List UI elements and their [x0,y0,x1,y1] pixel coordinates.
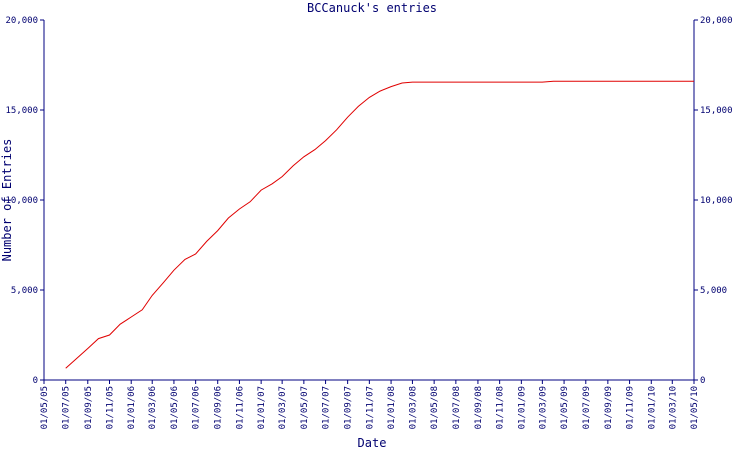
x-tick-label: 01/01/10 [647,386,657,429]
x-tick-label: 01/01/09 [517,386,527,429]
y-tick-label: 10,000 [5,196,38,206]
x-axis-label: Date [358,436,387,450]
x-tick-label: 01/03/10 [668,386,678,429]
x-tick-label: 01/05/08 [430,386,440,429]
x-tick-label: 01/09/08 [474,386,484,429]
x-tick-label: 01/05/05 [40,386,50,429]
x-tick-label: 01/09/07 [344,386,354,429]
y-tick-label: 15,000 [5,106,38,116]
y-axis-label: Number of Entries [0,139,14,262]
x-tick-label: 01/09/09 [604,386,614,429]
x-tick-label: 01/09/05 [84,386,94,429]
y2-tick-label: 10,000 [700,196,733,206]
x-tick-label: 01/11/08 [496,386,506,429]
line [65,80,694,369]
x-tick-label: 01/11/05 [105,386,115,429]
y-tick-label: 5,000 [11,286,38,296]
x-tick-label: 01/09/06 [214,386,224,429]
x-tick-label: 01/07/08 [452,386,462,429]
y2-tick-label: 5,000 [700,286,727,296]
x-tick-label: 01/01/06 [127,386,137,429]
y2-tick-label: 20,000 [700,16,733,26]
x-tick-label: 01/01/08 [387,386,397,429]
x-tick-label: 01/07/05 [62,386,72,429]
x-tick-label: 01/05/06 [170,386,180,429]
x-tick-label: 01/11/09 [626,386,636,429]
y-tick-label: 0 [33,376,38,386]
x-tick-label: 01/03/09 [538,386,548,429]
x-tick-label: 01/07/06 [192,386,202,429]
x-tick-label: 01/11/06 [235,386,245,429]
x-tick-label: 01/07/07 [322,386,332,429]
x-tick-label: 01/05/10 [690,386,700,429]
x-tick-label: 01/03/06 [148,386,158,429]
x-tick-label: 01/03/07 [278,386,288,429]
y2-tick-label: 0 [700,376,705,386]
x-tick-label: 01/07/09 [582,386,592,429]
x-tick-label: 01/11/07 [365,386,375,429]
x-tick-label: 01/01/07 [257,386,267,429]
x-tick-label: 01/05/07 [300,386,310,429]
x-tick-label: 01/05/09 [560,386,570,429]
y-tick-label: 20,000 [5,16,38,26]
x-tick-label: 01/03/08 [408,386,418,429]
chart-title: BCCanuck's entries [307,1,437,15]
y2-tick-label: 15,000 [700,106,733,116]
